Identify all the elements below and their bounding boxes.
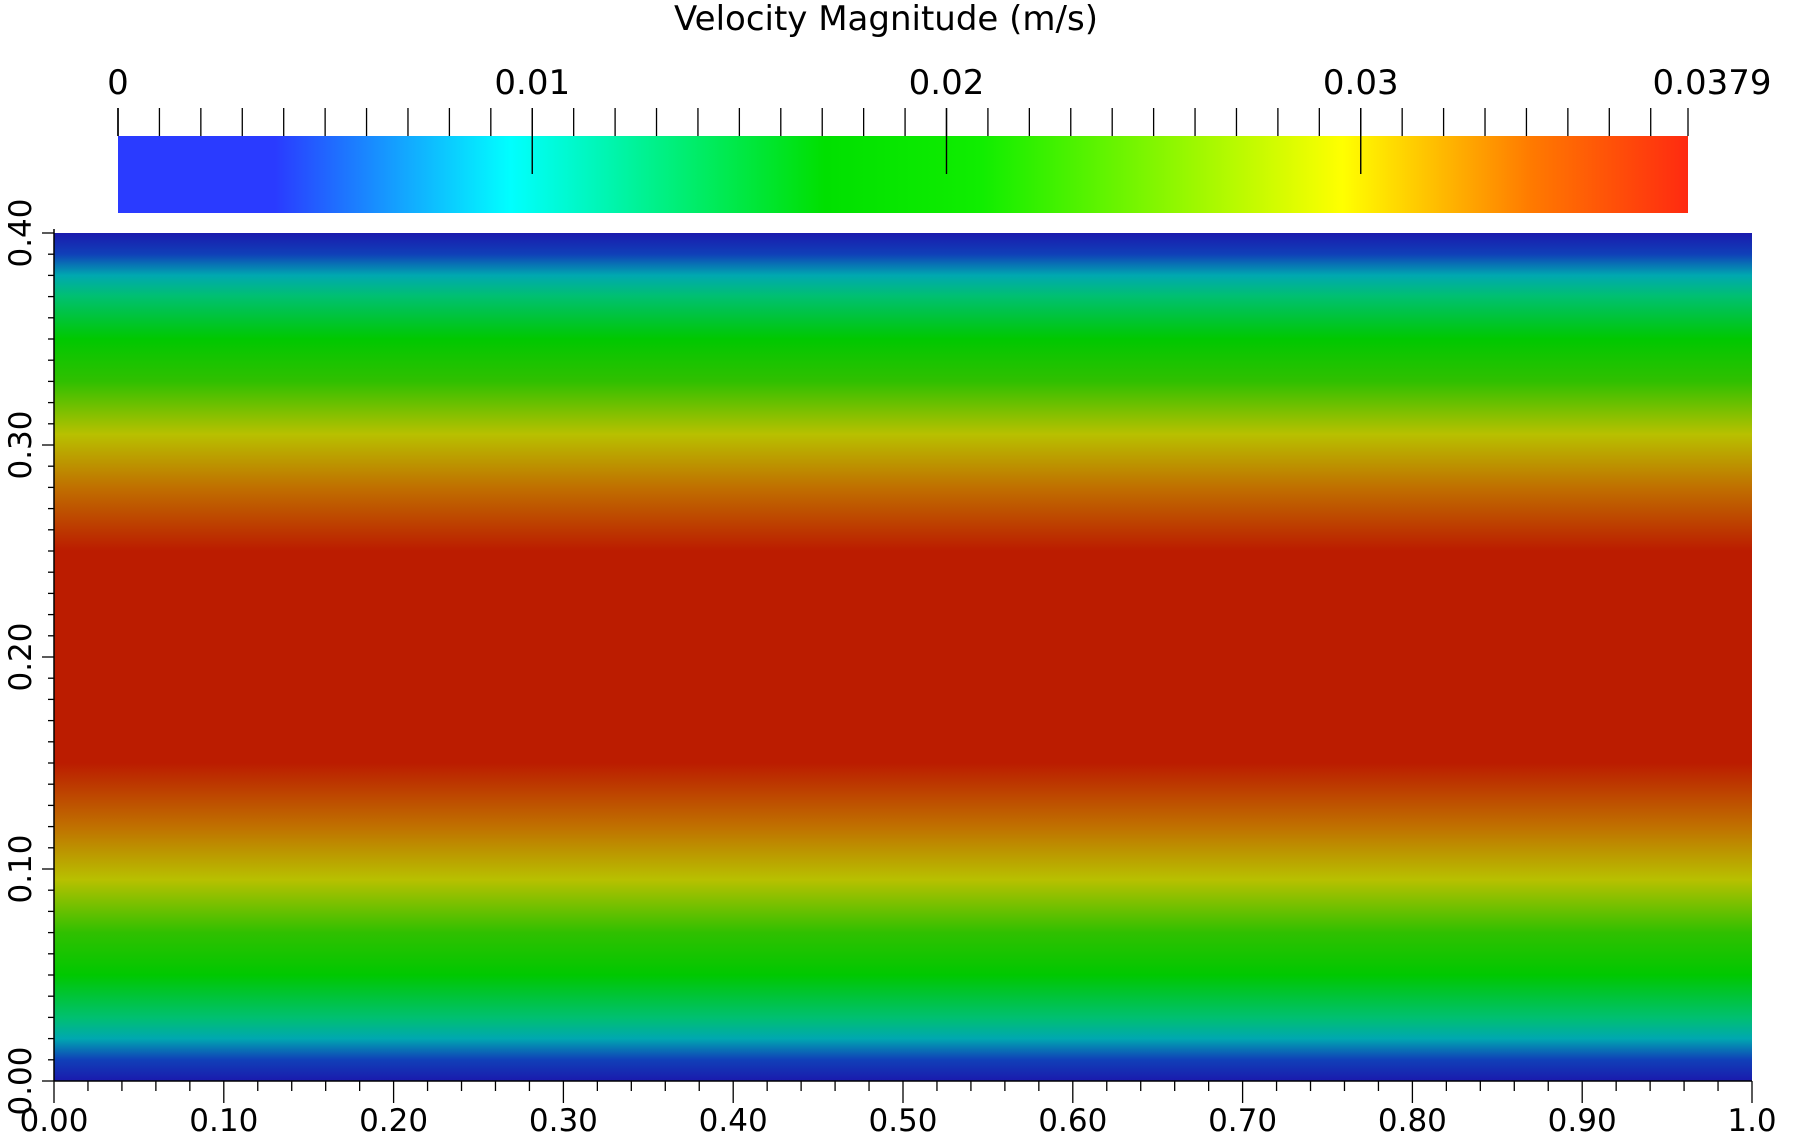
y-axis: 0.00 0.10 0.20 0.30 0.40 <box>3 198 55 1116</box>
y-tick-label: 0.10 <box>3 834 39 903</box>
x-tick-label: 0.10 <box>189 1103 258 1139</box>
x-tick-label: 1.0 <box>1727 1103 1776 1139</box>
y-tick-label: 0.30 <box>3 410 39 479</box>
x-tick-label: 0.40 <box>699 1103 768 1139</box>
colorbar-tick-label: 0.02 <box>909 63 985 103</box>
x-axis: 0.00 0.10 0.20 0.30 0.40 0.50 0.60 0.70 0.80 0.90… <box>19 1080 1777 1139</box>
x-tick-label: 0.20 <box>359 1103 428 1139</box>
velocity-field <box>54 233 1752 1081</box>
x-tick-label: 0.00 <box>19 1103 88 1139</box>
colorbar-tick-label: 0.0379 <box>1653 63 1772 103</box>
colorbar-tick-label: 0.03 <box>1323 63 1399 103</box>
x-tick-label: 0.70 <box>1208 1103 1277 1139</box>
x-tick-label: 0.90 <box>1548 1103 1617 1139</box>
colorbar-title: Velocity Magnitude (m/s) <box>674 0 1098 39</box>
x-tick-label: 0.30 <box>529 1103 598 1139</box>
colorbar-major-ticks <box>117 108 1362 174</box>
colorbar: Velocity Magnitude (m/s) 0 0.01 0.02 0.03 0.… <box>107 0 1771 213</box>
colorbar-tick-labels: 0 0.01 0.02 0.03 0.0379 <box>107 63 1771 103</box>
plot-area: 0.00 0.10 0.20 0.30 0.40 0.50 0.60 0.70 0.80 0.90… <box>3 198 1777 1139</box>
colorbar-tick-label: 0.01 <box>494 63 570 103</box>
colorbar-tick-label: 0 <box>107 63 129 103</box>
y-tick-label: 0.40 <box>3 198 39 267</box>
x-tick-label: 0.60 <box>1038 1103 1107 1139</box>
y-tick-label: 0.00 <box>3 1046 39 1115</box>
colorbar-gradient <box>118 136 1688 213</box>
x-tick-label: 0.80 <box>1378 1103 1447 1139</box>
x-tick-label: 0.50 <box>868 1103 937 1139</box>
colorbar-ticks <box>117 108 1689 136</box>
y-tick-label: 0.20 <box>3 622 39 691</box>
